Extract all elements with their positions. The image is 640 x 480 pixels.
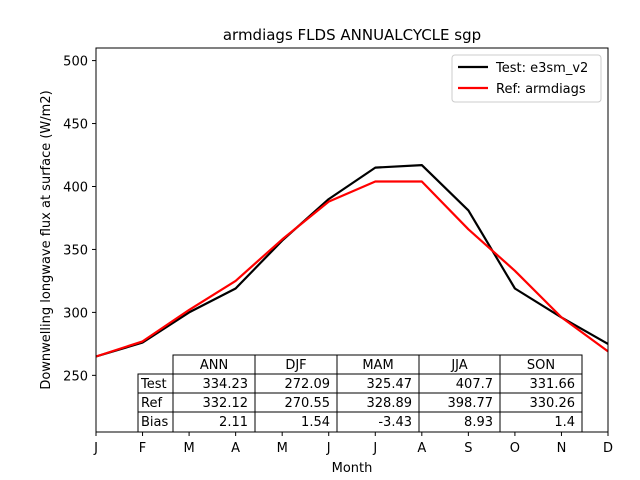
series-layer — [95, 164, 609, 358]
table-cell-value: -3.43 — [378, 415, 412, 430]
legend-label-2: Ref: armdiags — [496, 82, 586, 97]
table-header-label: MAM — [362, 358, 393, 373]
table-cell-value: 334.23 — [203, 377, 249, 392]
y-axis: 250 300 350 400 450 500 — [63, 55, 96, 384]
table-cell-value: 270.55 — [285, 396, 331, 411]
legend: Test: e3sm_v2 Ref: armdiags — [451, 54, 602, 103]
stats-table: ANN DJF MAM JJA SON Test 334.23 272.09 325.47 407… — [137, 354, 583, 433]
table-row-label: Ref — [141, 396, 162, 411]
table-cell-value: 398.77 — [448, 396, 494, 411]
legend-label-1: Test: e3sm_v2 — [495, 61, 588, 76]
y-tick-label: 350 — [63, 243, 88, 258]
table-cell-value: 2.11 — [219, 415, 248, 430]
x-tick-label: J — [372, 441, 377, 456]
table-cell-value: 325.47 — [367, 377, 413, 392]
table-header-label: JJA — [450, 358, 467, 373]
x-tick-label: M — [277, 441, 288, 456]
table-cell-value: 272.09 — [285, 377, 331, 392]
series-line-1 — [95, 164, 609, 358]
table-cell-value: 332.12 — [203, 396, 249, 411]
x-tick-label: O — [510, 441, 520, 456]
table-header-label: SON — [527, 358, 555, 373]
legend-box — [451, 54, 602, 103]
table-cell-value: 407.7 — [456, 377, 493, 392]
x-tick-label: J — [326, 441, 331, 456]
y-tick-label: 400 — [63, 180, 88, 195]
x-tick-label: F — [139, 441, 146, 456]
chart-title: armdiags FLDS ANNUALCYCLE sgp — [223, 26, 481, 44]
y-axis-label: Downwelling longwave flux at surface (W/… — [39, 90, 54, 389]
x-tick-label: A — [417, 441, 426, 456]
x-tick-label: A — [231, 441, 240, 456]
y-tick-label: 500 — [63, 55, 88, 70]
series-line-2 — [95, 180, 609, 358]
y-tick-label: 250 — [63, 369, 88, 384]
y-tick-label: 450 — [63, 118, 88, 133]
x-tick-label: S — [464, 441, 472, 456]
x-tick-label: J — [93, 441, 98, 456]
table-cell-value: 330.26 — [530, 396, 576, 411]
x-tick-label: M — [183, 441, 194, 456]
table-cell-value: 8.93 — [464, 415, 493, 430]
y-tick-label: 300 — [63, 306, 88, 321]
table-header-label: DJF — [285, 358, 306, 373]
table-cell-value: 328.89 — [367, 396, 413, 411]
table-cell-value: 331.66 — [530, 377, 576, 392]
table-row-label: Bias — [141, 415, 168, 430]
table-row-label: Test — [140, 377, 167, 392]
plot-frame — [95, 47, 609, 433]
x-axis-label: Month — [332, 461, 373, 476]
table-header-label: ANN — [200, 358, 228, 373]
table-cell-value: 1.54 — [301, 415, 330, 430]
x-tick-label: N — [557, 441, 567, 456]
x-tick-label: D — [603, 441, 613, 456]
table-cell-value: 1.4 — [554, 415, 575, 430]
